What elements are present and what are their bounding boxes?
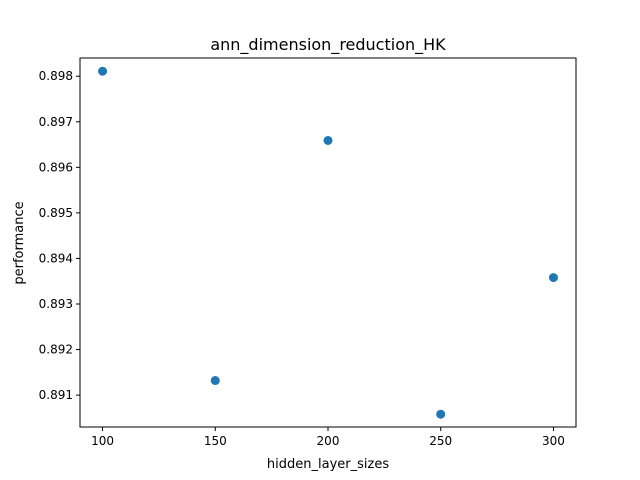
chart-title: ann_dimension_reduction_HK	[210, 35, 446, 55]
x-tick-label: 300	[542, 434, 565, 448]
data-point	[323, 135, 333, 145]
y-axis-label: performance	[12, 201, 27, 284]
y-tick-label: 0.891	[39, 388, 73, 402]
data-point	[436, 409, 446, 419]
x-tick-label: 100	[91, 434, 114, 448]
y-tick-label: 0.898	[39, 69, 73, 83]
data-point	[548, 273, 558, 283]
x-axis-label: hidden_layer_sizes	[267, 457, 389, 472]
plot-area	[79, 57, 577, 428]
data-point	[98, 66, 108, 76]
y-tick-label: 0.893	[39, 297, 73, 311]
y-tick-label: 0.892	[39, 343, 73, 357]
data-point	[210, 376, 220, 386]
data-points	[98, 66, 558, 419]
y-tick-label: 0.897	[39, 115, 73, 129]
x-axis: 100 150 200 250 300	[91, 427, 565, 448]
y-tick-label: 0.895	[39, 206, 73, 220]
y-tick-label: 0.896	[39, 160, 73, 174]
y-tick-label: 0.894	[39, 251, 73, 265]
x-tick-label: 250	[429, 434, 452, 448]
x-tick-label: 200	[317, 434, 340, 448]
x-tick-label: 150	[204, 434, 227, 448]
y-axis: 0.891 0.892 0.893 0.894 0.895 0.896 0.897 0.898	[39, 69, 80, 402]
